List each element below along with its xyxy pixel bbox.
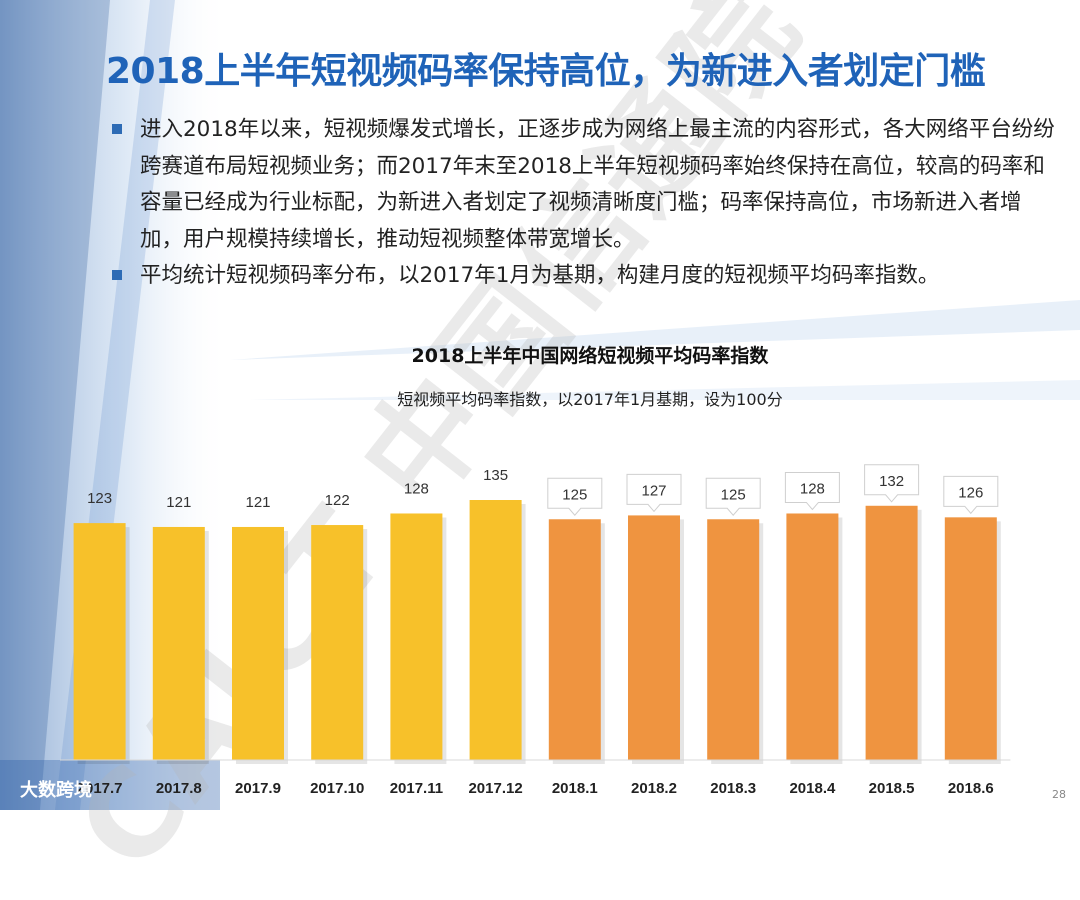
bar-2018.4 <box>786 513 839 760</box>
x-tick-label-2017.11: 2017.11 <box>390 780 443 797</box>
data-label-callout <box>784 471 840 511</box>
slide-title: 2018上半年短视频码率保持高位，为新进入者划定门槛 <box>106 51 986 92</box>
bar-chart: 123 2017.7 121 2017.8 121 2017.9 122 2017.10 128… <box>60 464 1011 797</box>
bullet-item: 进入2018年以来，短视频爆发式增长，正逐步成为网络上最主流的内容形式，各大网络… <box>112 112 1062 258</box>
x-tick-label-2017.10: 2017.10 <box>310 780 364 797</box>
data-label-2017.9: 121 <box>245 494 270 511</box>
chart-title: 2018上半年中国网络短视频平均码率指数 <box>411 345 769 367</box>
data-label-2018.4: 128 <box>800 480 825 497</box>
bar-2018.3 <box>707 519 760 760</box>
data-label-2018.3: 125 <box>721 486 746 503</box>
bar-2017.7 <box>73 523 126 760</box>
data-label-callout <box>943 475 999 515</box>
x-tick-label-2018.6: 2018.6 <box>948 780 994 797</box>
data-label-2017.7: 123 <box>87 490 112 507</box>
data-label-2018.2: 127 <box>641 482 666 499</box>
x-tick-label-2017.8: 2017.8 <box>156 780 202 797</box>
data-label-2017.8: 121 <box>166 494 191 511</box>
x-tick-label-2018.4: 2018.4 <box>789 780 836 797</box>
bullet-text: 平均统计短视频码率分布，以2017年1月为基期，构建月度的短视频平均码率指数。 <box>140 263 940 288</box>
bar-2017.10 <box>311 525 364 760</box>
bar-2017.9 <box>232 526 284 760</box>
bullet-text: 进入2018年以来，短视频爆发式增长，正逐步成为网络上最主流的内容形式，各大网络… <box>140 117 1055 252</box>
x-tick-label-2017.9: 2017.9 <box>235 780 281 797</box>
data-label-callout <box>705 477 761 517</box>
data-label-2017.12: 135 <box>483 467 508 484</box>
bullet-square-icon <box>112 124 122 134</box>
data-label-2018.5: 132 <box>879 473 904 490</box>
page-number: 28 <box>1052 788 1066 801</box>
bar-2018.5 <box>865 505 918 760</box>
chart-subtitle: 短视频平均码率指数，以2017年1月基期，设为100分 <box>397 390 783 409</box>
x-tick-label-2018.5: 2018.5 <box>869 780 915 797</box>
data-label-2017.11: 128 <box>404 480 429 497</box>
x-tick-label-2017.12: 2017.12 <box>468 780 522 797</box>
bar-2018.1 <box>548 519 601 760</box>
data-label-2018.1: 125 <box>562 486 587 503</box>
data-label-2017.10: 122 <box>325 492 350 509</box>
bullet-square-icon <box>112 270 122 280</box>
x-tick-label-2018.3: 2018.3 <box>710 780 756 797</box>
data-label-callout <box>626 473 682 513</box>
bar-2018.6 <box>944 517 997 760</box>
bar-2017.12 <box>469 500 522 760</box>
data-label-callout <box>547 477 603 517</box>
bar-2017.8 <box>152 526 205 760</box>
x-tick-label-2018.1: 2018.1 <box>552 780 598 797</box>
bullet-list: 进入2018年以来，短视频爆发式增长，正逐步成为网络上最主流的内容形式，各大网络… <box>112 112 1062 295</box>
bullet-item: 平均统计短视频码率分布，以2017年1月为基期，构建月度的短视频平均码率指数。 <box>112 258 1062 295</box>
data-label-2018.6: 126 <box>958 484 983 501</box>
x-tick-label-2018.2: 2018.2 <box>631 780 677 797</box>
x-tick-label-2017.7: 2017.7 <box>77 780 123 797</box>
brand-logo-text: 大数跨境 <box>20 780 92 801</box>
bar-2018.2 <box>628 515 680 760</box>
bar-2017.11 <box>390 513 443 760</box>
data-label-callout <box>864 464 920 503</box>
